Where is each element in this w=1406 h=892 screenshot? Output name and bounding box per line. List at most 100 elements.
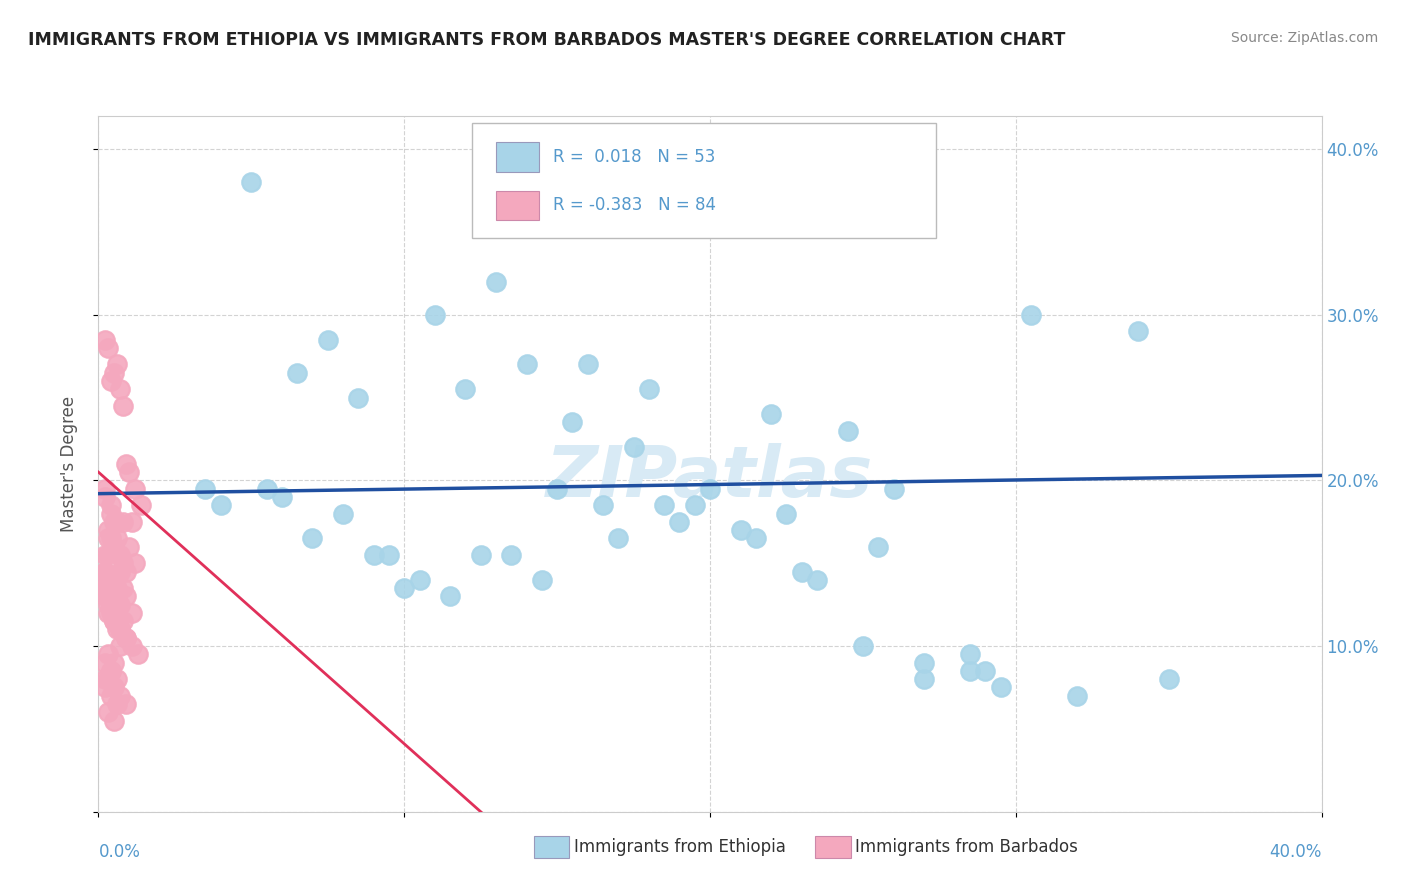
Point	[118, 540, 141, 554]
Point	[100, 532, 122, 546]
Point	[470, 548, 492, 562]
Point	[93, 573, 115, 587]
Point	[837, 424, 859, 438]
Point	[115, 590, 138, 604]
Point	[93, 548, 115, 562]
Point	[111, 399, 134, 413]
Point	[103, 573, 125, 587]
Text: 0.0%: 0.0%	[98, 843, 141, 861]
Point	[118, 465, 141, 479]
Point	[100, 606, 122, 620]
Point	[100, 507, 122, 521]
Point	[100, 664, 122, 678]
Point	[439, 590, 461, 604]
FancyBboxPatch shape	[496, 143, 538, 171]
Point	[852, 639, 875, 653]
Point	[93, 333, 115, 347]
Point	[990, 681, 1012, 695]
Point	[108, 598, 131, 612]
Point	[97, 581, 120, 595]
Point	[423, 308, 446, 322]
Point	[103, 656, 125, 670]
Point	[103, 614, 125, 628]
Point	[100, 498, 122, 512]
Point	[100, 374, 122, 388]
Point	[105, 581, 128, 595]
Point	[730, 523, 752, 537]
Point	[103, 366, 125, 380]
Point	[1157, 672, 1180, 686]
Point	[408, 573, 430, 587]
Point	[668, 515, 690, 529]
Point	[97, 706, 120, 720]
Point	[103, 540, 125, 554]
Text: R = -0.383   N = 84: R = -0.383 N = 84	[554, 196, 717, 214]
Point	[111, 614, 134, 628]
Point	[607, 532, 630, 546]
Point	[108, 623, 131, 637]
Point	[974, 664, 997, 678]
Point	[485, 275, 508, 289]
Point	[790, 565, 813, 579]
Text: Immigrants from Barbados: Immigrants from Barbados	[855, 838, 1078, 856]
Point	[576, 358, 599, 372]
Point	[105, 532, 128, 546]
Point	[100, 581, 122, 595]
Point	[93, 581, 115, 595]
Point	[129, 498, 152, 512]
Point	[637, 382, 661, 396]
Point	[93, 681, 115, 695]
Point	[105, 672, 128, 686]
Point	[912, 672, 935, 686]
Point	[775, 507, 797, 521]
Text: ZIPatlas: ZIPatlas	[547, 443, 873, 512]
Point	[111, 581, 134, 595]
Y-axis label: Master's Degree: Master's Degree	[59, 396, 77, 532]
Point	[115, 457, 138, 471]
Point	[108, 565, 131, 579]
Point	[270, 490, 292, 504]
Point	[97, 606, 120, 620]
Point	[105, 606, 128, 620]
Point	[100, 573, 122, 587]
Point	[115, 697, 138, 711]
Point	[100, 689, 122, 703]
Point	[683, 498, 706, 512]
Point	[108, 623, 131, 637]
Text: Source: ZipAtlas.com: Source: ZipAtlas.com	[1230, 31, 1378, 45]
Point	[561, 416, 583, 430]
Point	[127, 648, 149, 662]
Point	[868, 540, 890, 554]
Point	[124, 482, 146, 496]
Point	[97, 532, 120, 546]
Point	[745, 532, 768, 546]
Point	[912, 656, 935, 670]
Point	[759, 407, 782, 421]
Point	[97, 341, 120, 355]
Point	[256, 482, 278, 496]
Point	[209, 498, 232, 512]
Point	[121, 639, 143, 653]
Point	[97, 590, 120, 604]
Point	[93, 656, 115, 670]
Point	[103, 714, 125, 728]
Point	[115, 631, 138, 645]
Point	[93, 565, 115, 579]
Point	[699, 482, 721, 496]
Point	[111, 556, 134, 570]
Point	[93, 565, 115, 579]
Point	[105, 515, 128, 529]
Point	[97, 648, 120, 662]
Point	[97, 548, 120, 562]
Point	[97, 523, 120, 537]
Point	[1128, 324, 1150, 338]
Point	[454, 382, 477, 396]
Point	[1066, 689, 1088, 703]
Point	[103, 614, 125, 628]
Point	[546, 482, 568, 496]
Point	[93, 490, 115, 504]
Point	[108, 639, 131, 653]
Point	[121, 515, 143, 529]
Point	[883, 482, 905, 496]
Point	[516, 358, 538, 372]
